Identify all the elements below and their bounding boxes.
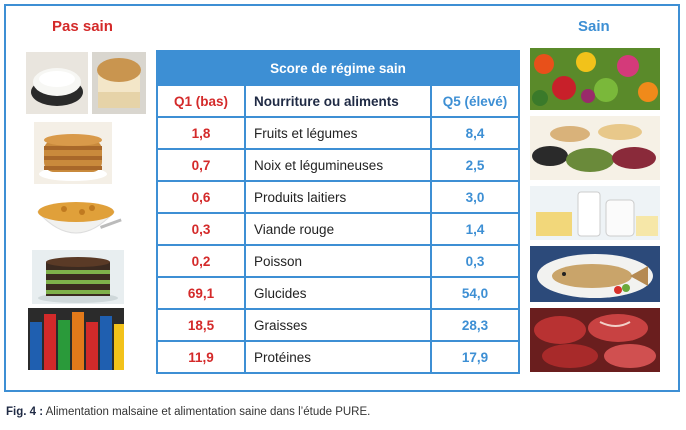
red-meat-photo (530, 308, 660, 372)
fruits-vegetables-photo (530, 48, 660, 110)
caption-label: Fig. 4 : (6, 406, 44, 418)
q5-value: 0,3 (430, 244, 520, 278)
food-name: Glucides (244, 276, 432, 310)
q5-value: 1,4 (430, 212, 520, 246)
q5-value: 54,0 (430, 276, 520, 310)
q1-value: 11,9 (156, 340, 246, 374)
dairy-products-photo (530, 186, 660, 240)
cereal-bowl-photo (30, 190, 122, 246)
food-name: Viande rouge (244, 212, 432, 246)
food-name: Fruits et légumes (244, 116, 432, 150)
q5-column-header: Q5 (élevé) (430, 84, 520, 118)
table-row: 1,8 Fruits et légumes 8,4 (156, 116, 520, 150)
cake-photo (32, 250, 124, 304)
food-column-header: Nourriture ou aliments (244, 84, 432, 118)
bread-photo (92, 52, 146, 114)
q1-value: 0,2 (156, 244, 246, 278)
table-row: 0,6 Produits laitiers 3,0 (156, 180, 520, 214)
q5-value: 8,4 (430, 116, 520, 150)
rice-bowl-photo (26, 52, 88, 114)
caption-text: Alimentation malsaine et alimentation sa… (43, 406, 371, 418)
table-row: 0,7 Noix et légumineuses 2,5 (156, 148, 520, 182)
food-name: Produits laitiers (244, 180, 432, 214)
table-row: 18,5 Graisses 28,3 (156, 308, 520, 342)
food-name: Graisses (244, 308, 432, 342)
q1-value: 1,8 (156, 116, 246, 150)
fish-photo (530, 246, 660, 302)
healthy-diet-score-table: Score de régime sain Q1 (bas) Nourriture… (156, 50, 520, 374)
food-name: Noix et légumineuses (244, 148, 432, 182)
pancakes-photo (34, 122, 112, 184)
q1-column-header: Q1 (bas) (156, 84, 246, 118)
q5-value: 17,9 (430, 340, 520, 374)
nuts-legumes-photo (530, 116, 660, 180)
q1-value: 0,6 (156, 180, 246, 214)
healthy-heading: Sain (578, 18, 610, 35)
table-row: 69,1 Glucides 54,0 (156, 276, 520, 310)
food-name: Poisson (244, 244, 432, 278)
q1-value: 69,1 (156, 276, 246, 310)
table-row: 0,3 Viande rouge 1,4 (156, 212, 520, 246)
unhealthy-heading: Pas sain (52, 18, 113, 35)
q1-value: 0,7 (156, 148, 246, 182)
table-title: Score de régime sain (156, 50, 520, 86)
q5-value: 2,5 (430, 148, 520, 182)
q5-value: 3,0 (430, 180, 520, 214)
q1-value: 18,5 (156, 308, 246, 342)
q1-value: 0,3 (156, 212, 246, 246)
table-row: 11,9 Protéines 17,9 (156, 340, 520, 374)
soda-drinks-photo (28, 308, 124, 370)
q5-value: 28,3 (430, 308, 520, 342)
figure-caption: Fig. 4 : Alimentation malsaine et alimen… (6, 406, 370, 418)
food-name: Protéines (244, 340, 432, 374)
table-row: 0,2 Poisson 0,3 (156, 244, 520, 278)
